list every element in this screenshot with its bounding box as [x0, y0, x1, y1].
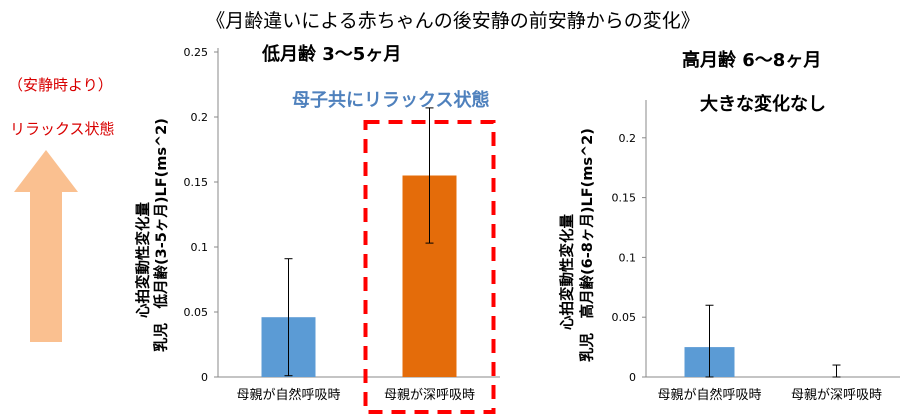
- left-ytick-label-2: 0.1: [191, 241, 209, 254]
- right-chart: 0 0.05 0.1 0.15 0.2 母親が自然呼吸時 母親が深呼吸時: [612, 100, 900, 403]
- right-category-label-0: 母親が自然呼吸時: [657, 387, 761, 403]
- right-ylabel-line2: 乳児 高月齢(6-8ヶ月)LF(ms^2): [580, 128, 596, 362]
- right-ytick-label-2: 0.1: [619, 251, 637, 264]
- right-chart-title: 高月齢 6～8ヶ月: [682, 50, 822, 71]
- right-ytick-label-1: 0.05: [612, 311, 637, 324]
- right-chart-note: 大きな変化なし: [700, 94, 826, 115]
- right-ytick-label-0: 0: [629, 371, 636, 384]
- up-arrow-icon: [14, 150, 78, 342]
- left-category-label-0: 母親が自然呼吸時: [236, 387, 340, 403]
- right-ytick-label-3: 0.15: [612, 192, 637, 205]
- right-category-label-1: 母親が深呼吸時: [791, 388, 882, 403]
- left-ytick-label-5: 0.25: [184, 46, 209, 59]
- side-note-line2: リラックス状態: [10, 120, 115, 138]
- left-ytick-label-1: 0.05: [184, 306, 209, 319]
- left-ytick-label-3: 0.15: [184, 176, 209, 189]
- right-ytick-label-4: 0.2: [619, 132, 637, 145]
- left-ytick-label-0: 0: [201, 371, 208, 384]
- left-ylabel-line2: 乳児 低月齢(3-5ヶ月)LF(ms^2): [154, 118, 170, 352]
- side-note-line1: （安静時より）: [8, 76, 113, 94]
- left-ytick-label-4: 0.2: [191, 111, 209, 124]
- left-chart-title: 低月齢 3～5ヶ月: [262, 44, 402, 65]
- left-highlight-box: [363, 120, 496, 414]
- left-category-label-1: 母親が深呼吸時: [384, 388, 475, 403]
- left-chart: 0 0.05 0.1 0.15 0.2 0.25 母親が自然呼吸時 母親が深呼吸時: [184, 46, 500, 414]
- left-highlight-note: 母子共にリラックス状態: [292, 90, 490, 111]
- right-ylabel-line1: 心拍変動性変化量: [560, 214, 576, 330]
- main-title: 《月齢違いによる赤ちゃんの後安静の前安静からの変化》: [206, 10, 700, 32]
